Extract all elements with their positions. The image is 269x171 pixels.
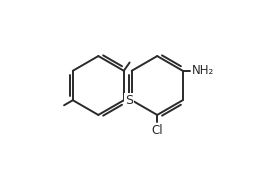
- Text: S: S: [125, 94, 133, 107]
- Text: Cl: Cl: [151, 124, 163, 137]
- Text: NH₂: NH₂: [192, 64, 214, 77]
